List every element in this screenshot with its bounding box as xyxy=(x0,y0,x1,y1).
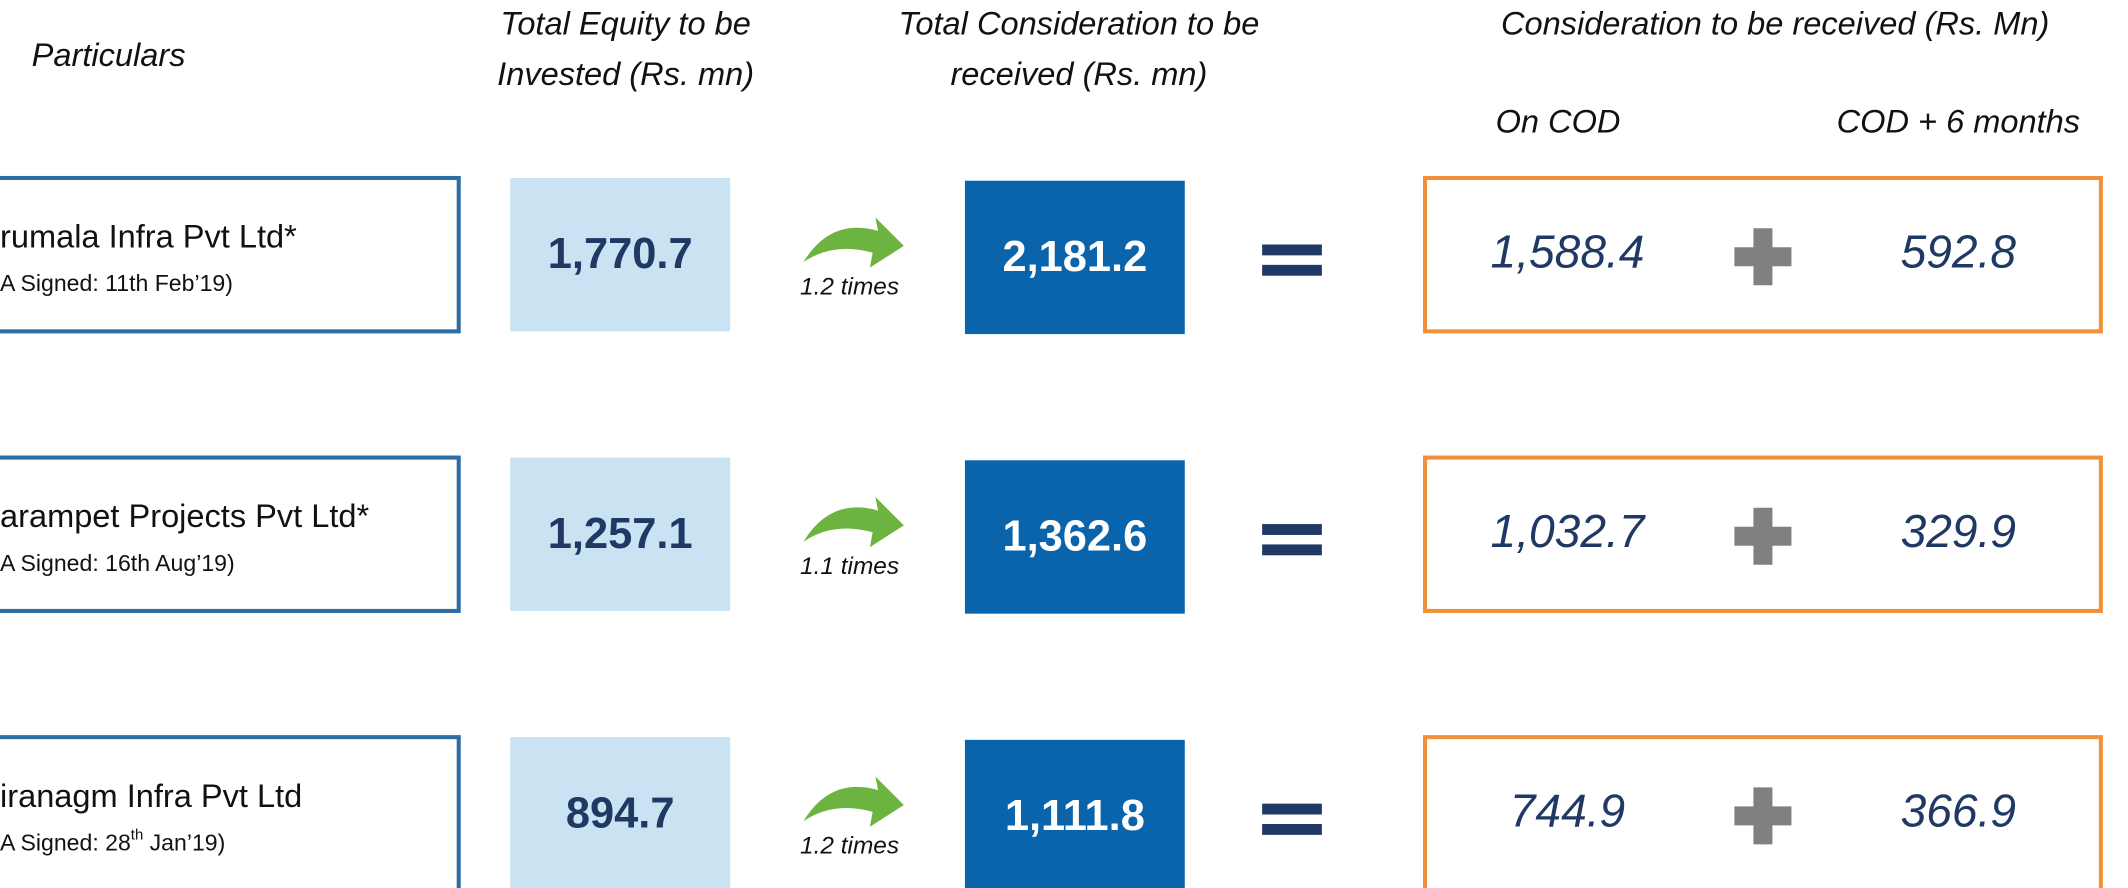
equals-bar xyxy=(1262,803,1322,815)
multiple: 1.2 times xyxy=(800,833,899,860)
header-received: Consideration to be received (Rs. Mn) xyxy=(1501,6,2049,42)
arrow xyxy=(803,496,904,548)
consideration-box xyxy=(964,460,1185,614)
consideration-box xyxy=(964,180,1185,335)
row: iranagm Infra Pvt Ltd A Signed: 28th Jan’… xyxy=(0,735,2103,888)
equity-box xyxy=(510,457,731,611)
signed-part: A Signed: 28 xyxy=(0,829,131,855)
on-cod-value: 1,588.4 xyxy=(1491,226,1645,278)
header-consideration: Total Consideration to be xyxy=(899,6,1260,42)
equity-value: 1,770.7 xyxy=(548,230,693,278)
equals-bar xyxy=(1262,244,1322,256)
equity-value: 894.7 xyxy=(566,789,675,837)
arrow xyxy=(803,776,904,827)
on-cod-value: 744.9 xyxy=(1510,785,1625,837)
arrow xyxy=(803,217,904,268)
signed-date: A Signed: 28th Jan’19) xyxy=(0,827,225,856)
signed-date: A Signed: 11th Feb’19) xyxy=(0,270,233,296)
equity-value: 1,257.1 xyxy=(548,510,693,558)
equals-bar xyxy=(1262,264,1322,276)
plus xyxy=(1734,228,1792,286)
multiple: 1.1 times xyxy=(800,553,899,580)
consideration-box xyxy=(964,739,1185,888)
equals-bar xyxy=(1262,544,1322,556)
equals-bar xyxy=(1262,524,1322,535)
name-box xyxy=(0,455,461,613)
company-name: arampet Projects Pvt Ltd* xyxy=(0,498,370,534)
row: arampet Projects Pvt Ltd* A Signed: 16th … xyxy=(0,455,2103,614)
equity-box xyxy=(510,178,731,332)
header-equity: Total Equity to be xyxy=(500,6,750,42)
company-name: rumala Infra Pvt Ltd* xyxy=(0,219,297,255)
signed-part: A Signed: 11th Feb’19) xyxy=(0,270,233,296)
equity-box xyxy=(510,737,731,888)
signed-date: A Signed: 16th Aug’19) xyxy=(0,550,235,576)
signed-part: Jan’19) xyxy=(143,829,225,855)
header-cod-6: COD + 6 months xyxy=(1837,103,2080,139)
cod-6-value: 366.9 xyxy=(1901,785,2016,837)
consideration-value: 1,111.8 xyxy=(1005,792,1145,840)
cod-6-value: 592.8 xyxy=(1901,226,2017,278)
on-cod-value: 1,032.7 xyxy=(1491,505,1647,557)
name-box xyxy=(0,175,461,334)
plus xyxy=(1734,787,1792,845)
header-consideration: received (Rs. mn) xyxy=(950,56,1207,92)
header-on-cod: On COD xyxy=(1496,103,1621,139)
consideration-value: 2,181.2 xyxy=(1002,233,1147,281)
header-equity: Invested (Rs. mn) xyxy=(497,56,754,92)
cod-6-value: 329.9 xyxy=(1901,505,2016,557)
company-name: iranagm Infra Pvt Ltd xyxy=(0,778,302,814)
consideration-value: 1,362.6 xyxy=(1002,512,1147,560)
equals-bar xyxy=(1262,824,1322,835)
row: rumala Infra Pvt Ltd* A Signed: 11th Feb’… xyxy=(0,175,2103,335)
signed-part: th xyxy=(131,827,143,844)
name-box xyxy=(0,735,461,888)
signed-part: A Signed: 16th Aug’19) xyxy=(0,550,235,576)
multiple: 1.2 times xyxy=(800,273,899,300)
plus xyxy=(1734,507,1792,565)
header-particulars: Particulars xyxy=(32,37,186,73)
